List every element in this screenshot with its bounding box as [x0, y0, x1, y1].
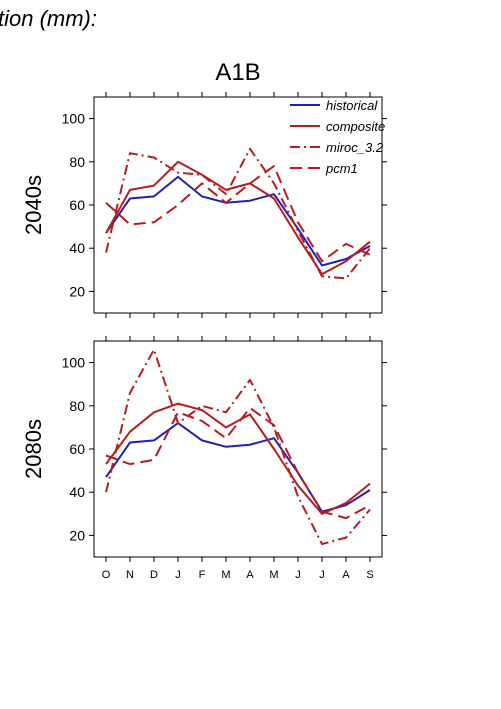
x-tick-label: J	[175, 569, 181, 581]
y-tick-label: 20	[69, 527, 85, 543]
x-tick-label: A	[342, 569, 350, 581]
series-line-miroc_3.2	[105, 147, 371, 280]
y-tick-label: 80	[69, 398, 85, 414]
x-tick-label: F	[199, 569, 206, 581]
x-tick-label: A	[246, 569, 254, 581]
series-line-composite	[105, 160, 371, 276]
series-line-pcm1	[105, 407, 371, 520]
x-tick-label: D	[150, 569, 158, 581]
series-line-historical	[105, 175, 371, 267]
panel-2040s: 20 40 60 80 100 2040s	[21, 92, 387, 318]
scenario-title: A1B	[215, 59, 260, 86]
series-line-miroc_3.2	[105, 348, 371, 545]
x-tick-label: J	[319, 569, 325, 581]
x-tick-label: M	[221, 569, 230, 581]
y-tick-label: 20	[69, 283, 85, 299]
legend-label-composite: composite	[326, 119, 385, 134]
series-line-composite	[105, 402, 371, 515]
y-tick-label: 100	[62, 355, 86, 371]
panel-2080s: 20 40 60 80 100 O N D J F M A M J J A S 2080s	[21, 336, 387, 581]
x-tick-label: S	[366, 569, 373, 581]
legend-label-miroc_3.2: miroc_3.2	[326, 140, 384, 155]
y-tick-label: 100	[62, 111, 86, 127]
y-tick-label: 60	[69, 441, 85, 457]
series-line-pcm1	[105, 165, 371, 263]
plot-frame	[93, 340, 383, 558]
y-tick-label: 40	[69, 240, 85, 256]
panel-label: 2040s	[21, 175, 46, 235]
y-tick-label: 80	[69, 154, 85, 170]
series-line-historical	[105, 422, 371, 513]
panel-label: 2080s	[21, 419, 46, 479]
legend: historical composite miroc_3.2 pcm1	[290, 98, 385, 176]
x-tick-label: M	[269, 569, 278, 581]
legend-label-pcm1: pcm1	[325, 161, 358, 176]
y-tick-label: 60	[69, 197, 85, 213]
legend-label-historical: historical	[326, 98, 378, 113]
x-tick-label: N	[126, 569, 134, 581]
x-tick-label: J	[295, 569, 301, 581]
x-tick-label: O	[102, 569, 111, 581]
figure-title-fragment: tion (mm):	[0, 6, 97, 31]
y-tick-label: 40	[69, 484, 85, 500]
